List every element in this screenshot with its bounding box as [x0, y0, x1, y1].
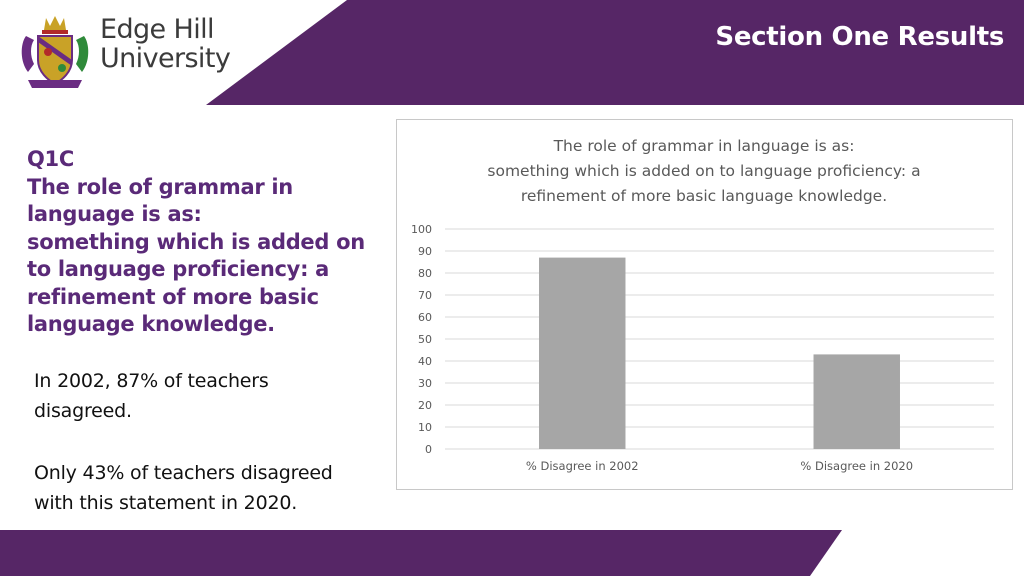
chart-title-line: The role of grammar in language is as:	[553, 137, 855, 155]
logo-line2: University	[100, 43, 231, 74]
question-line: to language proficiency: a	[27, 257, 330, 281]
section-title: Section One Results	[715, 22, 1004, 52]
question-heading: Q1C The role of grammar in language is a…	[27, 146, 387, 339]
y-tick-label: 0	[425, 443, 432, 456]
question-id: Q1C	[27, 147, 74, 171]
y-tick-label: 100	[411, 223, 432, 236]
university-logo: Edge Hill University	[18, 14, 231, 90]
bar-chart: The role of grammar in language is as: so…	[411, 137, 994, 473]
y-tick-label: 30	[418, 377, 432, 390]
header-band	[206, 0, 1024, 105]
finding-2020: Only 43% of teachers disagreed with this…	[34, 458, 384, 518]
y-tick-label: 10	[418, 421, 432, 434]
y-tick-label: 70	[418, 289, 432, 302]
bar	[813, 354, 900, 449]
question-line: language knowledge.	[27, 312, 275, 336]
question-line: language is as:	[27, 202, 202, 226]
y-tick-label: 80	[418, 267, 432, 280]
y-tick-label: 40	[418, 355, 432, 368]
question-line: something which is added on	[27, 229, 365, 254]
x-category-label: % Disagree in 2002	[526, 459, 639, 473]
finding-2002: In 2002, 87% of teachers disagreed.	[34, 366, 384, 426]
finding-2020-line2: with this statement in 2020.	[34, 492, 298, 514]
logo-wordmark: Edge Hill University	[100, 14, 231, 74]
chart-panel: The role of grammar in language is as: so…	[396, 119, 1013, 490]
finding-2002-line2: disagreed.	[34, 400, 132, 422]
chart-title-line: something which is added on to language …	[487, 162, 920, 180]
logo-line1: Edge Hill	[100, 14, 215, 45]
x-category-label: % Disagree in 2020	[800, 459, 913, 473]
crest-icon	[21, 16, 89, 88]
question-line: refinement of more basic	[27, 284, 319, 309]
finding-2002-line1: In 2002, 87% of teachers	[34, 370, 269, 392]
question-line: The role of grammar in	[27, 174, 293, 199]
y-tick-label: 50	[418, 333, 432, 346]
y-tick-label: 20	[418, 399, 432, 412]
finding-2020-line1: Only 43% of teachers disagreed	[34, 462, 333, 484]
y-tick-label: 90	[418, 245, 432, 258]
chart-title-line: refinement of more basic language knowle…	[521, 187, 887, 205]
y-tick-label: 60	[418, 311, 432, 324]
footer-band	[0, 530, 842, 576]
bar	[539, 257, 626, 449]
